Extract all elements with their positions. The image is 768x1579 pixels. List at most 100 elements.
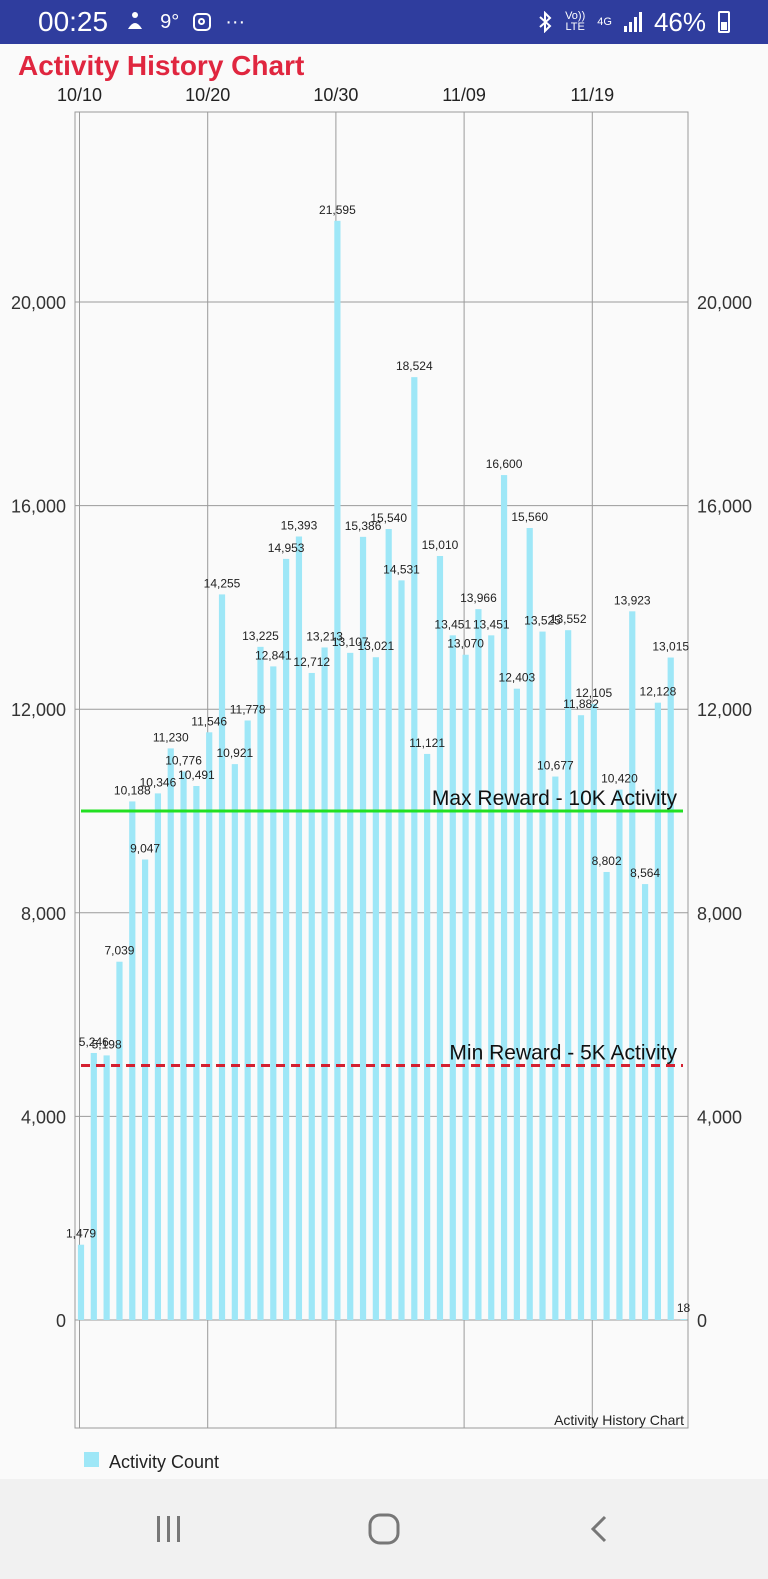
bar-value-label: 18: [677, 1301, 691, 1315]
bar: [552, 776, 559, 1320]
bar: [654, 702, 661, 1320]
bar-value-label: 13,225: [242, 629, 279, 643]
bar: [475, 609, 482, 1320]
limit-line-label: Max Reward - 10K Activity: [432, 787, 678, 810]
volte-icon: Vo)) LTE: [565, 10, 586, 33]
bar-value-label: 15,540: [370, 511, 407, 525]
bluetooth-icon: [539, 11, 552, 33]
bar: [244, 720, 251, 1320]
bar-value-label: 13,525: [524, 614, 561, 628]
bar: [142, 859, 149, 1320]
recent-apps-button[interactable]: [139, 1499, 199, 1559]
bar-value-label: 14,255: [204, 576, 241, 590]
bar: [667, 657, 674, 1320]
legend-label: Activity Count: [109, 1452, 219, 1472]
bar-value-label: 12,712: [293, 655, 330, 669]
limit-line-label: Min Reward - 5K Activity: [449, 1042, 677, 1065]
y-axis-left-tick-label: 12,000: [11, 700, 66, 720]
y-axis-left-tick-label: 8,000: [21, 904, 66, 924]
y-axis-right-tick-label: 8,000: [697, 904, 742, 924]
bar-value-label: 13,070: [447, 637, 484, 651]
navigation-bar: [0, 1479, 768, 1579]
bar: [398, 580, 405, 1320]
battery-percent: 46%: [653, 6, 706, 37]
weather-icon: 9°: [160, 10, 180, 33]
y-axis-right-tick-label: 0: [697, 1311, 707, 1331]
bar-value-label: 13,021: [358, 639, 395, 653]
network-type-icon: 4G: [597, 15, 612, 28]
bar: [295, 536, 303, 1320]
bar-value-label: 5,198: [92, 1037, 122, 1051]
bar-value-label: 10,921: [216, 746, 253, 760]
bar-value-label: 10,491: [178, 768, 215, 782]
bar: [641, 884, 649, 1320]
bar-value-label: 1,479: [66, 1227, 96, 1241]
bar: [424, 753, 431, 1320]
bar: [449, 635, 456, 1320]
bar: [129, 801, 136, 1320]
bar: [359, 536, 367, 1320]
bar-value-label: 10,420: [601, 772, 638, 786]
bar: [526, 527, 533, 1320]
bar-value-label: 12,128: [640, 685, 677, 699]
bar: [385, 529, 392, 1320]
bar: [436, 555, 444, 1320]
bar-value-label: 21,595: [319, 203, 356, 217]
bar: [539, 631, 546, 1320]
bar: [257, 646, 264, 1320]
bar-value-label: 13,107: [332, 635, 369, 649]
bar: [565, 630, 572, 1320]
bar: [513, 688, 520, 1320]
bar-value-label: 5,246: [79, 1035, 109, 1049]
bar-value-label: 12,841: [255, 648, 292, 662]
bar-value-label: 10,188: [114, 783, 151, 797]
home-button[interactable]: [354, 1499, 414, 1559]
bar: [90, 1052, 97, 1320]
bar: [103, 1055, 110, 1320]
activity-chart: 0 0 4,000 4,000 8,000 8,000 12,000 12,000 16,000…: [11, 85, 752, 1472]
chart-description: Activity History Chart: [554, 1412, 684, 1428]
accessibility-icon: [128, 12, 143, 29]
bar-value-label: 13,552: [550, 612, 587, 626]
bar: [629, 611, 636, 1320]
bar: [603, 871, 610, 1320]
bar-value-label: 13,451: [434, 617, 471, 631]
bar-value-label: 15,386: [345, 519, 382, 533]
more-icon: ···: [225, 10, 246, 33]
bar: [462, 654, 469, 1320]
bar: [488, 635, 495, 1320]
legend-swatch: [84, 1452, 99, 1467]
bar: [500, 475, 508, 1320]
bar-value-label: 18,524: [396, 359, 433, 373]
bar: [231, 764, 238, 1320]
bar-value-label: 9,047: [130, 842, 160, 856]
bar-value-label: 11,882: [563, 697, 599, 711]
y-axis-left-tick-label: 4,000: [21, 1107, 66, 1127]
back-icon: [590, 1515, 607, 1543]
bar: [154, 793, 162, 1320]
y-axis-left-tick-label: 20,000: [11, 293, 66, 313]
recents-icon: [157, 1516, 180, 1542]
x-axis-tick-label: 10/30: [313, 85, 358, 105]
bar-value-label: 11,778: [230, 702, 266, 716]
bar: [180, 771, 187, 1320]
bar: [206, 732, 213, 1320]
y-axis-right-tick-label: 4,000: [697, 1107, 742, 1127]
bar-value-label: 14,953: [268, 541, 305, 555]
back-button[interactable]: [570, 1499, 630, 1559]
bar-value-label: 8,564: [630, 866, 660, 880]
bar-value-label: 11,121: [409, 736, 445, 750]
signal-icon: [623, 12, 642, 32]
bar-value-label: 15,393: [281, 518, 318, 532]
status-bar: 00:25 9° ··· Vo)) LTE 4G 46%: [0, 0, 768, 44]
bar-value-label: 13,966: [460, 591, 497, 605]
bar-value-label: 8,802: [592, 854, 622, 868]
bar: [308, 672, 315, 1320]
x-axis-tick-label: 11/09: [442, 85, 486, 105]
y-axis-left-tick-label: 16,000: [11, 497, 66, 517]
home-icon: [368, 1513, 400, 1545]
bar-value-label: 15,010: [422, 538, 459, 552]
bar: [321, 647, 328, 1320]
bar: [616, 789, 623, 1320]
bar-value-label: 10,776: [165, 754, 202, 768]
